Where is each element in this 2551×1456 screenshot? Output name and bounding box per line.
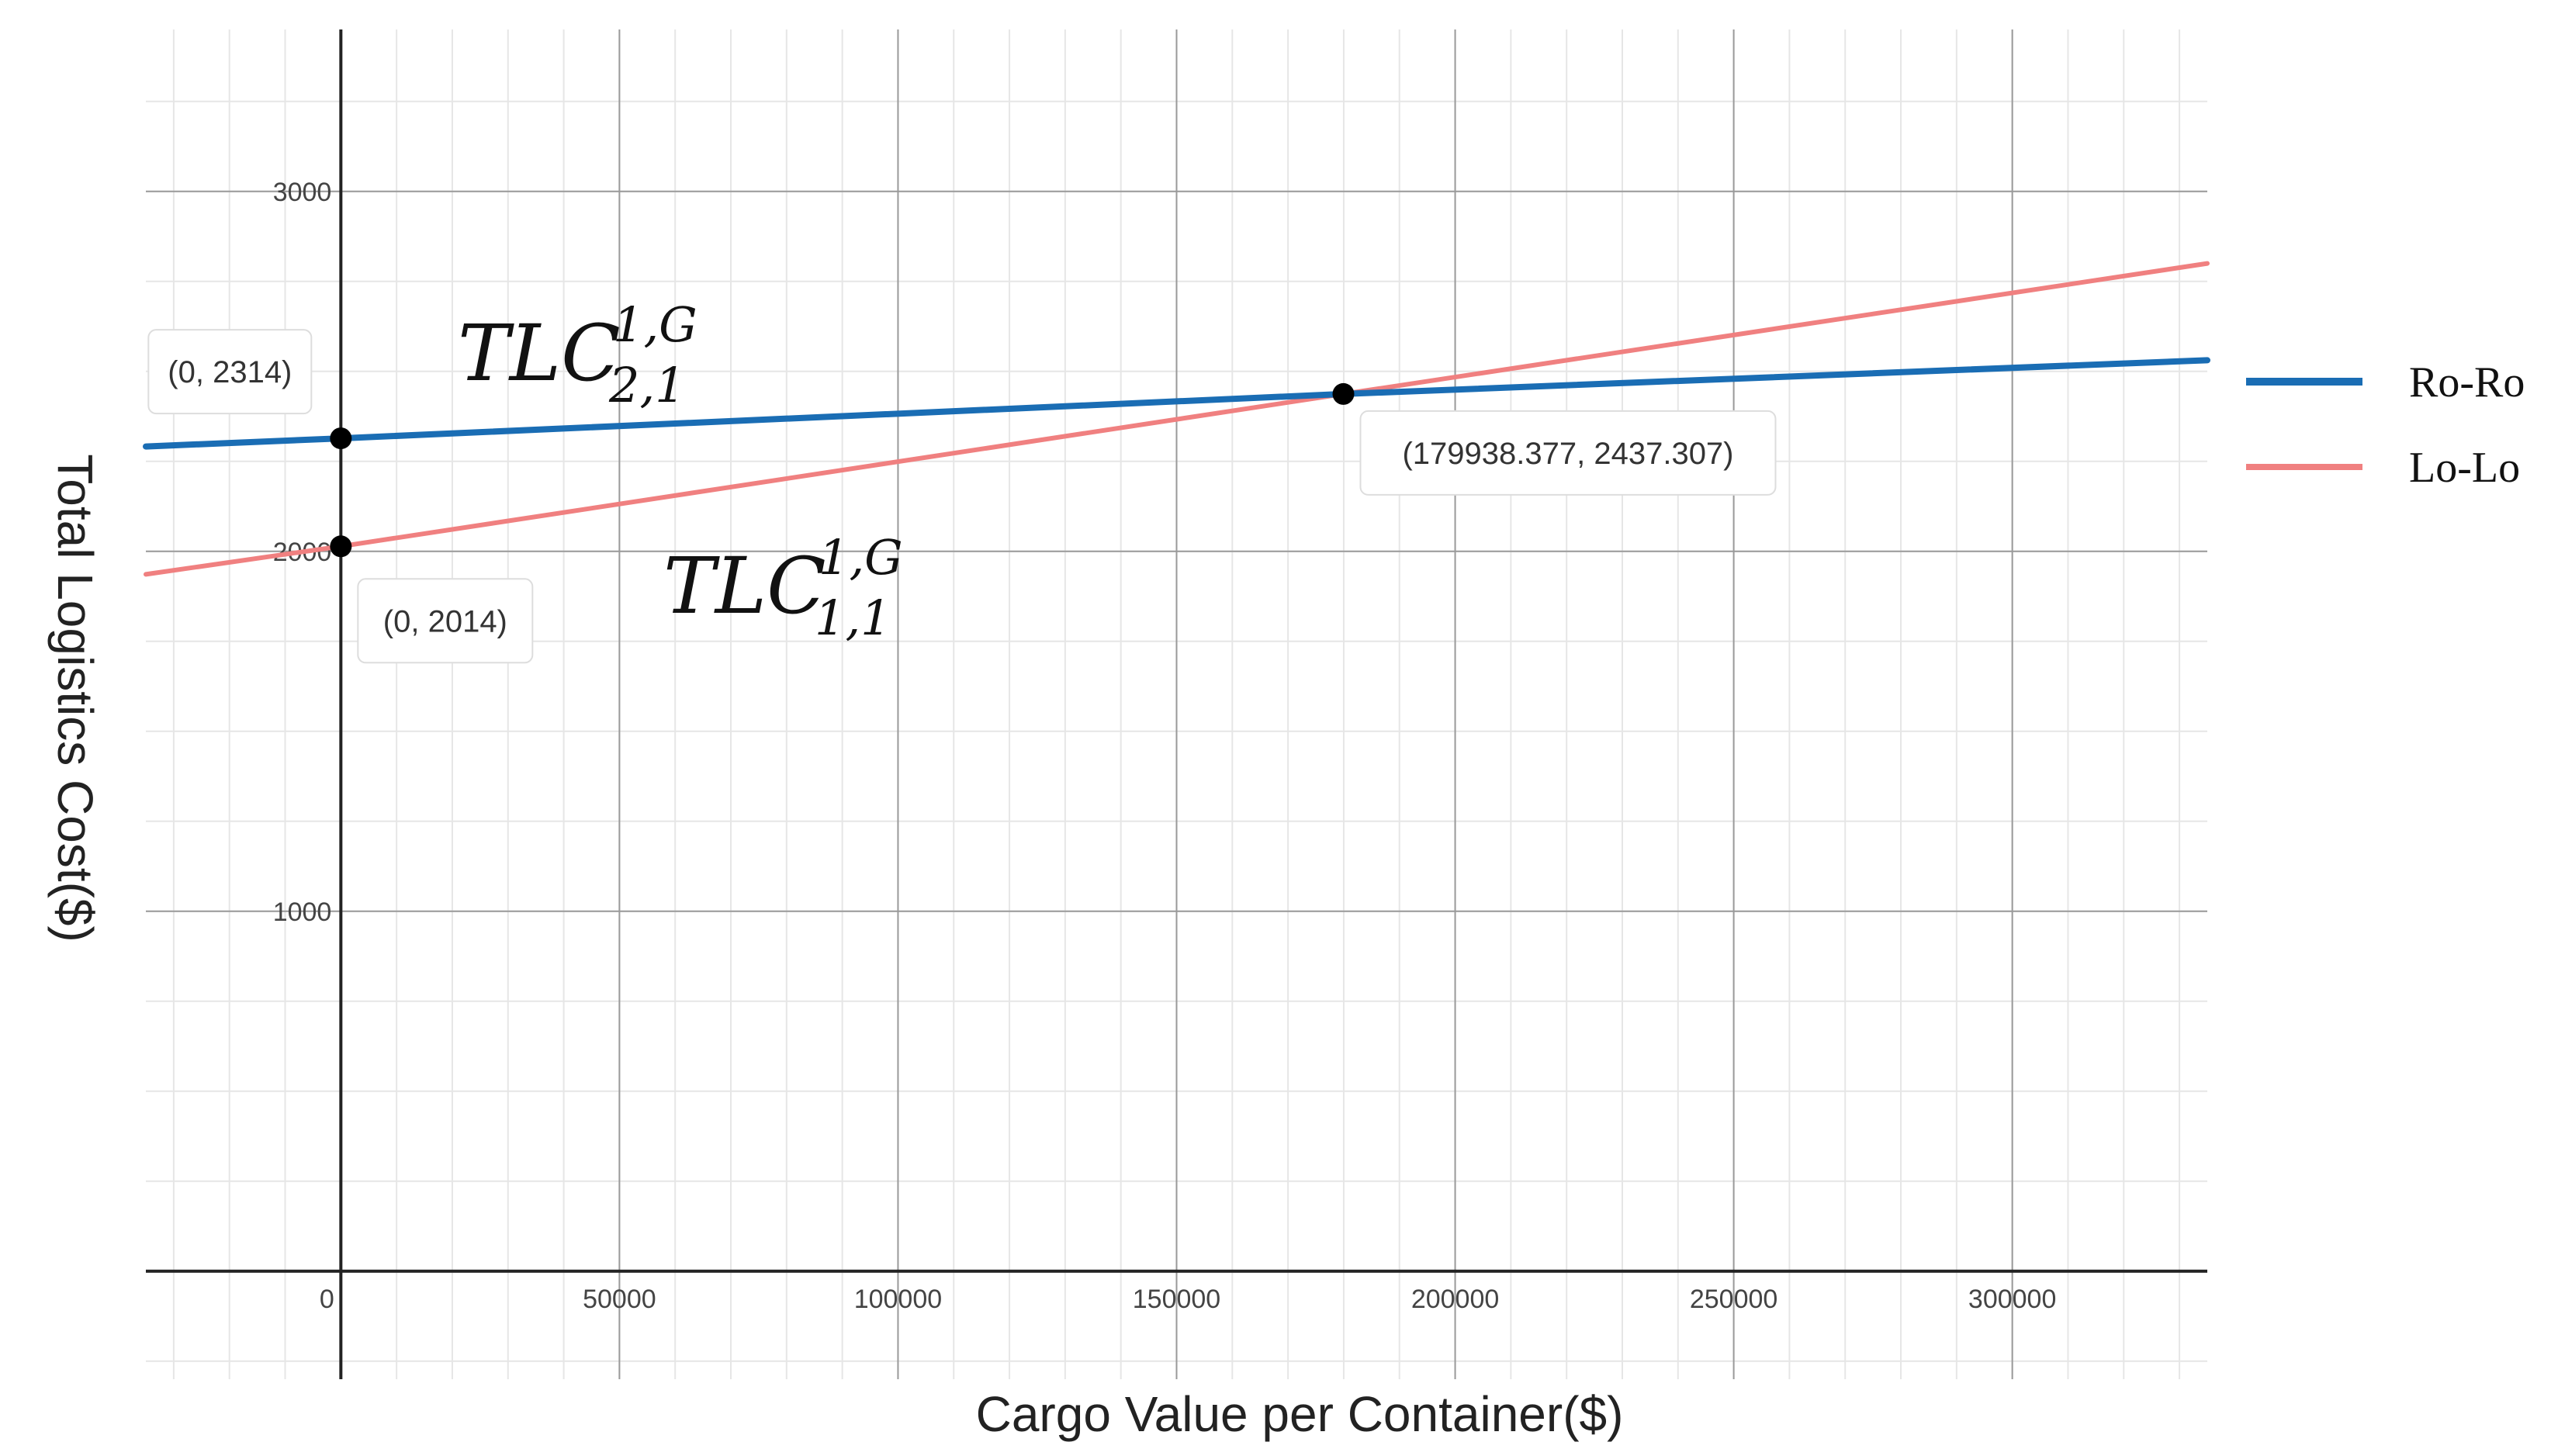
data-point bbox=[330, 427, 352, 450]
axes bbox=[146, 29, 2207, 1379]
point-label-box bbox=[147, 329, 313, 415]
major-grid bbox=[146, 29, 2207, 1379]
annotation-base: TLC bbox=[458, 308, 621, 399]
x-tick-label: 100000 bbox=[854, 1285, 942, 1314]
legend-label-ro-ro: Ro-Ro bbox=[2409, 358, 2525, 406]
annotation-subscript: 2,1 bbox=[608, 357, 686, 413]
y-tick-label: 1000 bbox=[273, 897, 332, 927]
x-tick-label: 0 bbox=[320, 1285, 334, 1314]
x-axis-title: Cargo Value per Container($) bbox=[976, 1386, 1624, 1442]
x-tick-label: 50000 bbox=[583, 1285, 656, 1314]
series-lines bbox=[143, 261, 2210, 577]
data-point bbox=[1332, 382, 1355, 405]
legend: Ro-Ro Lo-Lo bbox=[2246, 358, 2525, 492]
legend-label-lo-lo: Lo-Lo bbox=[2409, 444, 2520, 492]
point-label: (0, 2314) bbox=[168, 355, 292, 389]
point-label: (179938.377, 2437.307) bbox=[1402, 437, 1733, 471]
y-axis-title: Total Logistics Cost($) bbox=[47, 454, 103, 942]
annotation-base: TLC bbox=[663, 541, 826, 631]
x-tick-label: 250000 bbox=[1690, 1285, 1777, 1314]
y-tick-label: 3000 bbox=[273, 178, 332, 207]
points bbox=[330, 382, 1355, 558]
x-tick-label: 200000 bbox=[1411, 1285, 1499, 1314]
data-point bbox=[330, 535, 352, 558]
series-line-ro-ro bbox=[143, 357, 2210, 450]
annotation-superscript: 1,G bbox=[819, 529, 903, 586]
x-tick-label: 150000 bbox=[1133, 1285, 1220, 1314]
annotation-subscript: 1,1 bbox=[815, 590, 891, 646]
x-tick-label: 300000 bbox=[1968, 1285, 2056, 1314]
point-label: (0, 2014) bbox=[383, 604, 507, 638]
tick-labels: 0 50000 100000 150000 200000 250000 300000 1000… bbox=[273, 178, 2057, 1314]
point-label-box bbox=[1359, 410, 1777, 496]
series-line-lo-lo bbox=[144, 261, 2210, 577]
annotation-superscript: 1,G bbox=[613, 296, 697, 353]
point-label-box bbox=[357, 578, 534, 664]
point-labels: (0, 2314) (0, 2014) (179938.377, 2437.307) bbox=[147, 329, 1777, 664]
